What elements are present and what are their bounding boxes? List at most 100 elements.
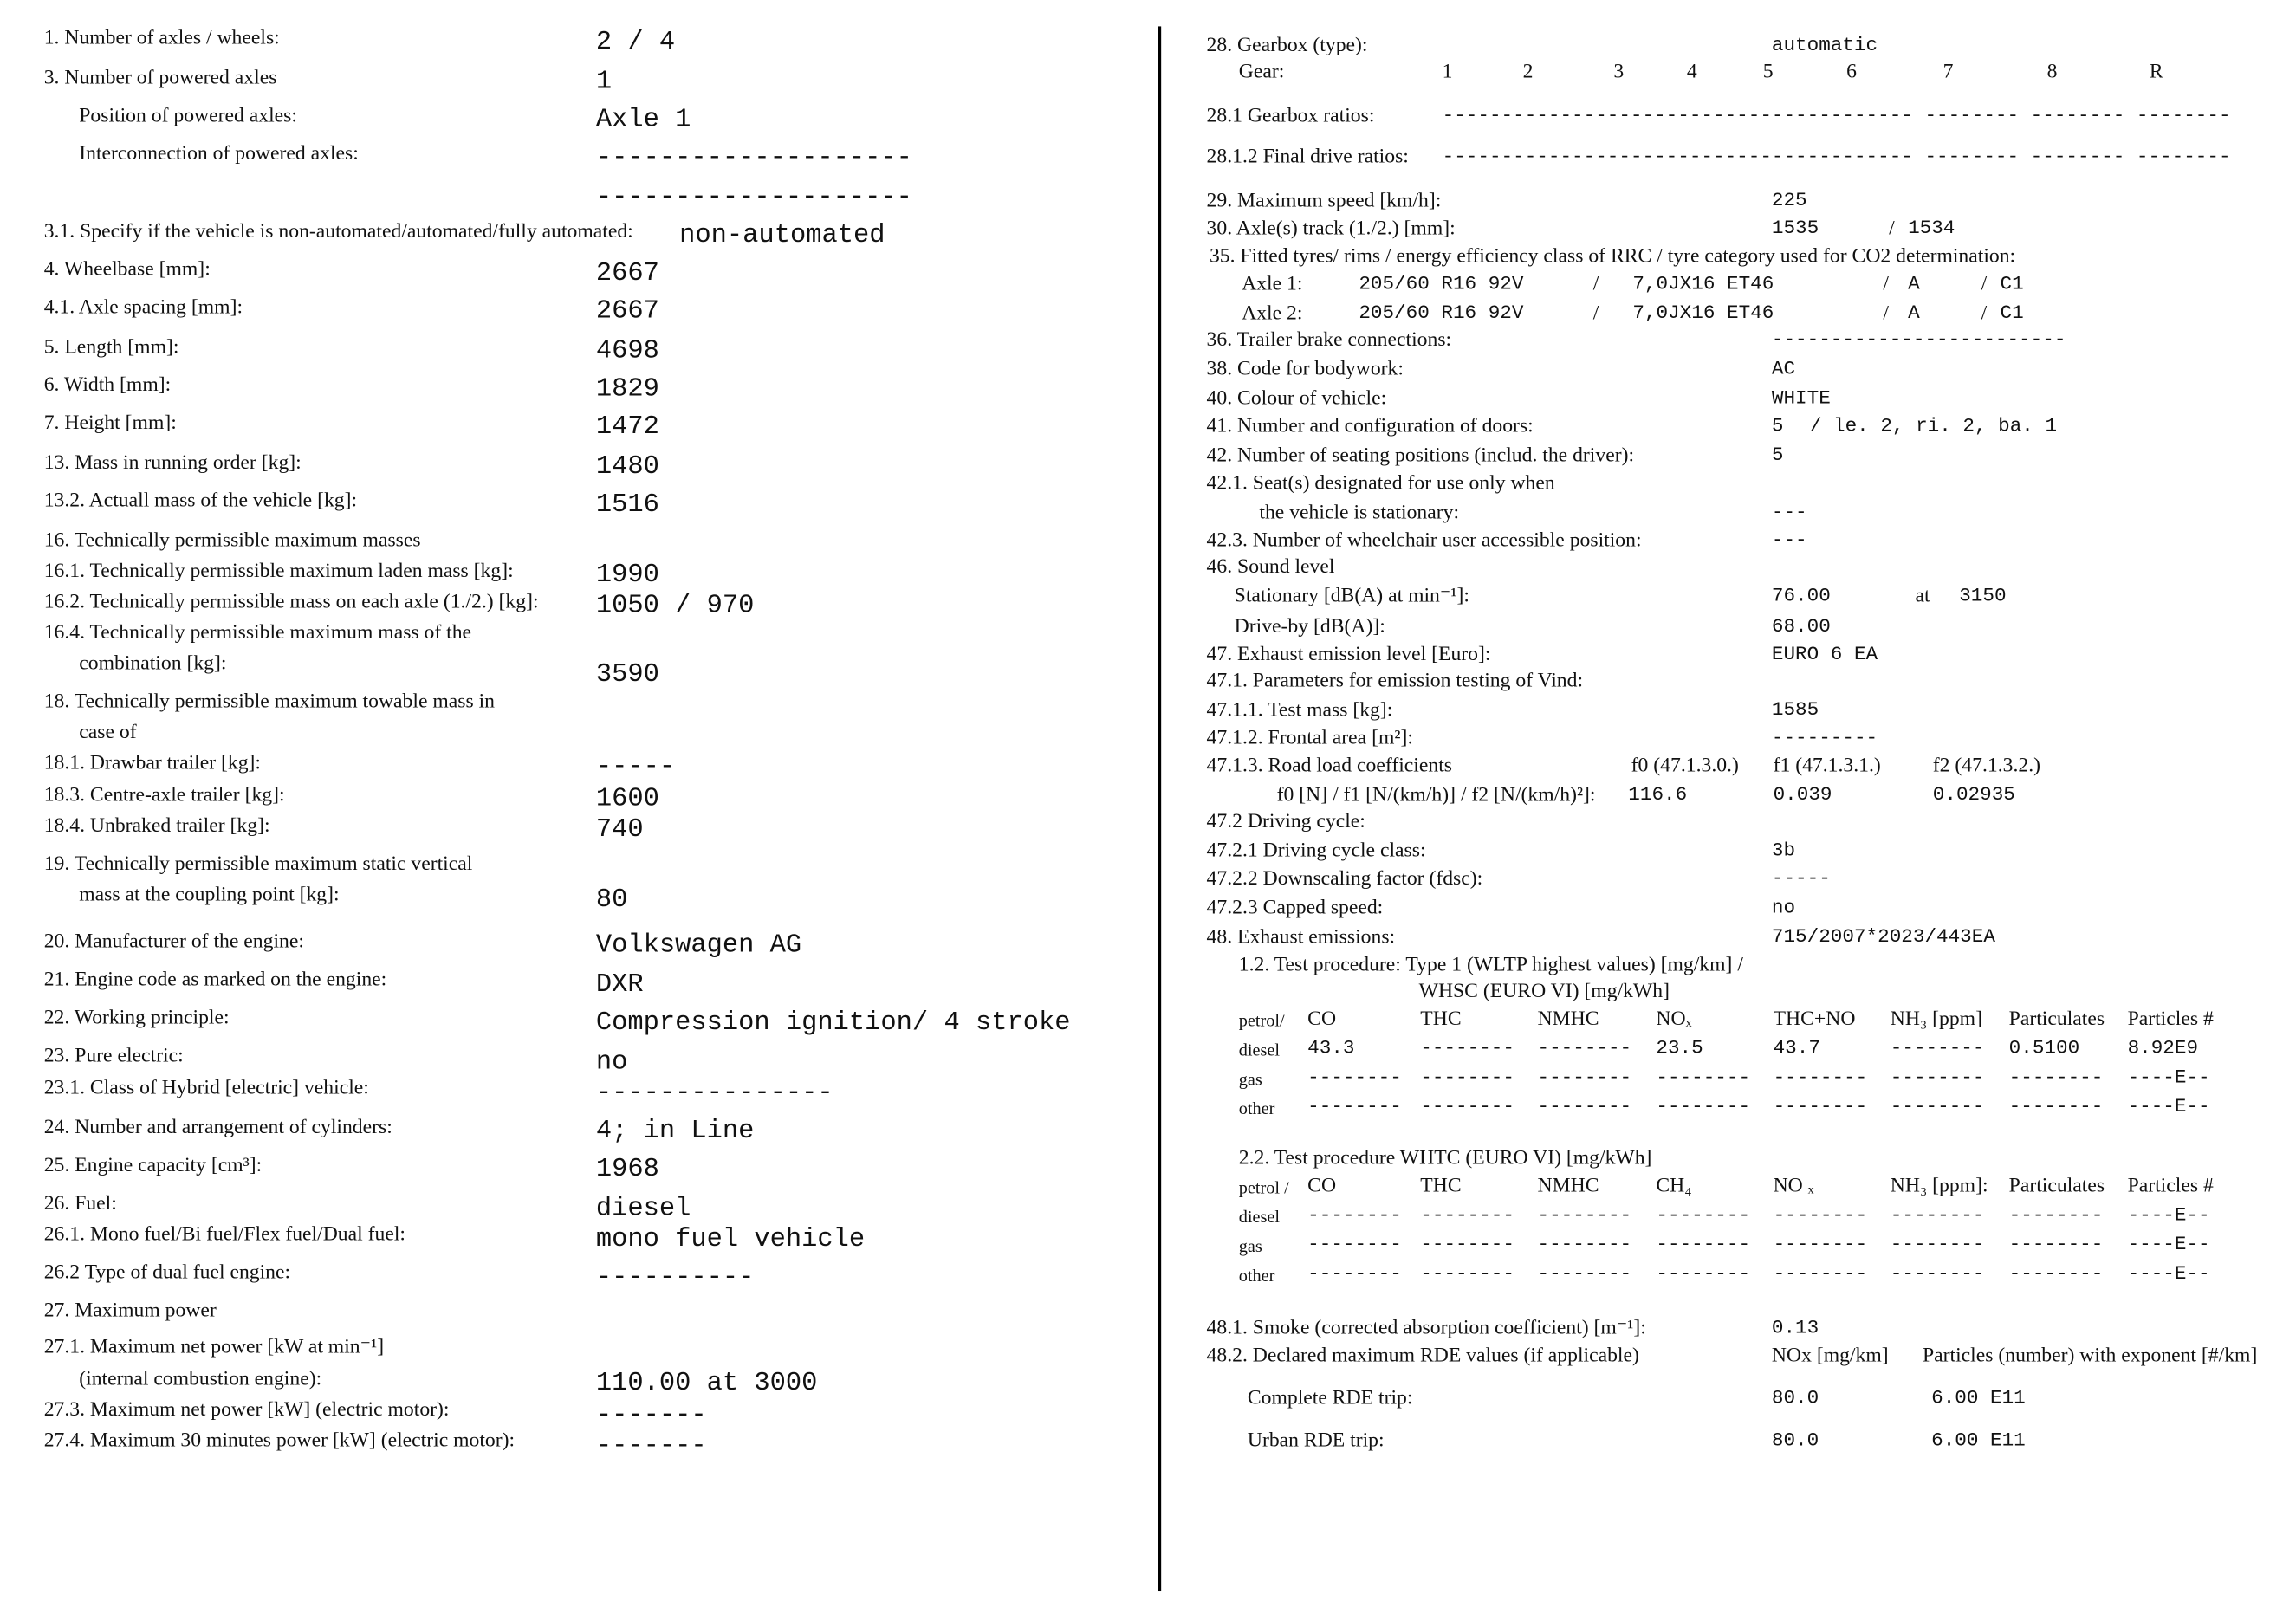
field-label: 47.2.1 Driving cycle class: [1206, 840, 1426, 863]
field-value: NOx [mg/km] [1771, 1345, 1889, 1368]
field-value: NMHC [1537, 1008, 1599, 1031]
field-label: f0 [N] / f1 [N/(km/h)] / f2 [N/(km/h)²]: [1276, 784, 1596, 807]
field-value: 1 [1442, 61, 1453, 84]
field-value: 1050 / 970 [595, 591, 755, 621]
field-value: 7 [1943, 61, 1954, 84]
field-label: Drive-by [dB(A)]: [1234, 616, 1385, 638]
field-label: 7. Height [mm]: [43, 412, 177, 435]
field-value: 1968 [595, 1155, 659, 1185]
field-value: 4698 [595, 336, 659, 366]
field-value: / [1981, 302, 1988, 326]
field-value: -------- [2008, 1205, 2104, 1228]
field-value: 80.0 [1771, 1430, 1819, 1453]
field-label: 18. Technically permissible maximum towa… [43, 690, 496, 714]
field-label: Stationary [dB(A) at min⁻¹]: [1234, 586, 1469, 608]
field-value: -------- [2008, 1067, 2104, 1090]
field-label: diesel [1238, 1039, 1281, 1060]
field-value: ------- [595, 1431, 707, 1461]
field-label: petrol/ [1238, 1010, 1285, 1031]
field-value: 6.00 E11 [1931, 1388, 2026, 1410]
field-value: ------- [595, 1401, 707, 1431]
field-value: 43.7 [1773, 1038, 1820, 1061]
field-label: 47.1.1. Test mass [kg]: [1206, 699, 1393, 723]
field-value: -------- [1890, 1263, 1985, 1286]
field-value: -------- [1537, 1205, 1632, 1228]
field-value: -------- [1656, 1067, 1751, 1090]
field-label: 1.2. Test procedure: Type 1 (WLTP highes… [1238, 954, 1743, 977]
field-label: 47.1.2. Frontal area [m²]: [1206, 727, 1413, 750]
field-label: 26.1. Mono fuel/Bi fuel/Flex fuel/Dual f… [43, 1223, 405, 1247]
field-value: -------- [1537, 1067, 1632, 1090]
field-label: 48.2. Declared maximum RDE values (if ap… [1206, 1345, 1639, 1368]
field-value: 1600 [595, 784, 659, 814]
field-value: NO ₓ [1773, 1176, 1814, 1198]
field-label: 3.1. Specify if the vehicle is non-autom… [43, 221, 633, 243]
field-value: 110.00 at 3000 [595, 1369, 818, 1398]
field-value: -------- [1773, 1205, 1868, 1228]
field-label: Interconnection of powered axles: [79, 143, 359, 165]
field-label: 1. Number of axles / wheels: [43, 28, 280, 50]
field-value: -------- [2008, 1234, 2104, 1257]
field-label: 27. Maximum power [43, 1299, 217, 1323]
field-value: 116.6 [1628, 785, 1688, 807]
field-value: --------------- [595, 1079, 833, 1109]
field-value: -------- [1890, 1205, 1985, 1228]
field-label: the vehicle is stationary: [1259, 502, 1460, 525]
field-label: WHSC (EURO VI) [mg/kWh] [1418, 981, 1670, 1003]
field-value: 3 [1613, 61, 1625, 84]
field-label: gas [1238, 1068, 1262, 1090]
field-label: 48.1. Smoke (corrected absorption coeffi… [1206, 1318, 1646, 1340]
field-value: -------- [1307, 1067, 1402, 1090]
field-value: 8.92E9 [2127, 1038, 2199, 1061]
field-label: 22. Working principle: [43, 1007, 230, 1030]
field-value: 76.00 [1771, 586, 1831, 608]
field-label: other [1238, 1265, 1275, 1286]
field-value: -------------------- [595, 183, 912, 213]
field-label: mass at the coupling point [kg]: [79, 884, 340, 907]
field-value: -------- [1420, 1038, 1514, 1061]
field-value: 6.00 E11 [1931, 1430, 2026, 1453]
field-value: 740 [595, 815, 644, 846]
field-value: 2 [1522, 61, 1534, 84]
field-label: 18.1. Drawbar trailer [kg]: [43, 752, 262, 775]
field-value: 3150 [1959, 586, 2007, 608]
field-label: combination [kg]: [79, 652, 227, 676]
column-divider [1158, 26, 1162, 1592]
field-label: 13. Mass in running order [kg]: [43, 452, 302, 475]
field-label: 16.2. Technically permissible mass on ea… [43, 591, 539, 614]
field-label: Gear: [1238, 61, 1285, 84]
field-value: 1480 [595, 452, 659, 483]
field-value: THC [1420, 1176, 1462, 1198]
field-value: -------- [1773, 1234, 1868, 1257]
field-value: 1990 [595, 561, 659, 591]
field-value: C1 [2000, 303, 2024, 326]
field-value: Particles (number) with exponent [#/km] [1922, 1345, 2258, 1368]
field-label: 36. Trailer brake connections: [1206, 329, 1452, 352]
field-value: -------- [1420, 1263, 1514, 1286]
field-label: other [1238, 1098, 1275, 1119]
field-value: -------- [1307, 1263, 1402, 1286]
field-value: 4 [1686, 61, 1697, 84]
field-label: diesel [1238, 1206, 1281, 1228]
field-label: 26.2 Type of dual fuel engine: [43, 1261, 291, 1285]
field-value: diesel [595, 1195, 691, 1224]
field-value: 1516 [595, 490, 659, 520]
field-value: 3b [1771, 840, 1796, 863]
field-value: -------- [1773, 1067, 1868, 1090]
field-label: 25. Engine capacity [cm³]: [43, 1155, 263, 1177]
field-label: 48. Exhaust emissions: [1206, 926, 1396, 949]
field-value: 7,0JX16 ET46 [1632, 274, 1774, 296]
field-value: -------------------- [595, 143, 912, 173]
field-value: ------------------------- [1771, 329, 2066, 353]
field-value: ----E-- [2127, 1097, 2210, 1119]
field-label: 28. Gearbox (type): [1206, 35, 1368, 57]
field-value: 0.02935 [1932, 785, 2015, 807]
field-value: THC [1420, 1008, 1462, 1031]
field-label: 18.3. Centre-axle trailer [kg]: [43, 784, 285, 807]
field-value: AC [1771, 359, 1796, 381]
field-value: f0 (47.1.3.0.) [1631, 755, 1739, 778]
field-value: CO [1307, 1176, 1337, 1198]
field-label: 4. Wheelbase [mm]: [43, 259, 211, 282]
field-value: non-automated [679, 221, 885, 250]
